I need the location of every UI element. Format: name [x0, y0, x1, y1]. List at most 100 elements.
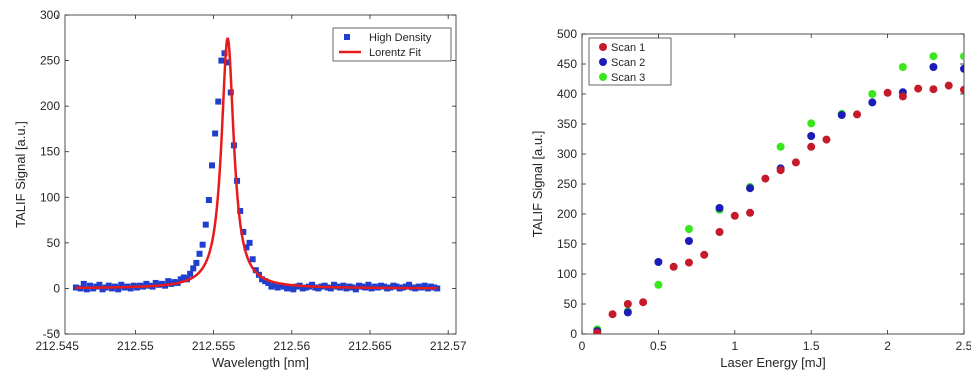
data-point	[321, 282, 328, 289]
data-point	[237, 207, 244, 214]
y-axis-label: TALIF Signal [a.u.]	[13, 121, 28, 228]
data-point	[746, 184, 755, 193]
data-point	[393, 283, 400, 290]
data-point	[898, 63, 907, 71]
x-tick-label: 2.5	[956, 339, 971, 353]
data-point	[143, 280, 150, 287]
y-tick-label: 150	[40, 145, 60, 159]
data-point	[639, 298, 648, 307]
plot-marks	[72, 37, 441, 293]
y-tick-label: 300	[557, 147, 577, 161]
y-axis-label: TALIF Signal [a.u.]	[530, 131, 545, 238]
legend-swatch	[344, 34, 350, 40]
data-point	[249, 256, 256, 263]
data-point	[623, 300, 632, 308]
data-point	[243, 244, 250, 251]
data-point	[99, 286, 106, 293]
data-point	[883, 88, 892, 97]
legend-label: Scan 1	[611, 42, 645, 54]
data-point	[356, 282, 363, 289]
data-point	[152, 279, 159, 286]
data-point	[259, 276, 266, 283]
legend: Scan 1 Scan 2 Scan 3	[588, 37, 672, 86]
data-point	[158, 280, 165, 287]
data-point	[196, 250, 203, 257]
data-point	[280, 283, 287, 290]
data-point	[406, 281, 413, 288]
data-point	[287, 284, 294, 291]
x-tick-label: 2	[884, 339, 891, 353]
data-point	[199, 241, 206, 248]
fit-line	[75, 37, 438, 290]
x-tick-label: 0.5	[650, 339, 667, 353]
data-point	[277, 282, 284, 289]
data-point	[960, 52, 964, 61]
y-tick-label: 100	[40, 190, 60, 204]
data-point	[202, 221, 209, 228]
legend-swatch	[599, 58, 607, 66]
data-point	[115, 286, 122, 293]
y-tick-label: 50	[47, 236, 61, 250]
y-tick-label: 200	[40, 99, 60, 113]
y-tick-label: 250	[557, 177, 577, 191]
y-tick-label: 0	[53, 281, 60, 295]
data-point	[421, 282, 428, 289]
data-point	[929, 52, 938, 61]
legend: High Density Lorentz Fit	[332, 27, 452, 62]
data-point	[180, 274, 187, 281]
data-point	[837, 111, 846, 119]
x-tick-label: 212.57	[430, 339, 467, 353]
y-tick-label: 250	[40, 54, 60, 68]
data-point	[187, 270, 194, 277]
legend-swatch	[599, 43, 607, 51]
data-point	[309, 281, 316, 288]
data-point	[427, 283, 434, 290]
x-tick-label: 212.555	[192, 339, 236, 353]
legend-label: Lorentz Fit	[369, 47, 421, 59]
data-point	[212, 130, 219, 137]
data-point	[331, 281, 338, 288]
y-tick-label: 400	[557, 87, 577, 101]
y-tick-label: 0	[570, 327, 577, 341]
x-tick-label: 1	[731, 339, 738, 353]
data-point	[80, 280, 87, 287]
data-point	[190, 265, 197, 272]
data-point	[746, 208, 755, 217]
y-tick-label: 500	[557, 27, 577, 41]
data-point	[853, 110, 862, 119]
x-tick-label: 212.545	[35, 339, 79, 353]
data-point	[365, 281, 372, 288]
data-point	[193, 259, 200, 266]
x-tick-label: 0	[579, 339, 586, 353]
legend-label: High Density	[369, 32, 432, 44]
data-point	[205, 197, 212, 204]
data-point	[252, 267, 259, 274]
data-point	[327, 285, 334, 292]
data-point	[684, 237, 693, 245]
y-tick-label: 300	[40, 8, 60, 22]
data-point	[340, 282, 347, 289]
legend-label: Scan 3	[611, 72, 645, 84]
data-point	[171, 279, 178, 286]
y-tick-label: 350	[557, 117, 577, 131]
chart-right: 0 0.5 1 1.5 2 2.5 0 50 100 150 200 250 300 350 400 450 5…	[530, 27, 971, 370]
data-point	[118, 281, 125, 288]
data-point	[776, 142, 785, 151]
data-point	[377, 282, 384, 289]
data-point	[87, 282, 94, 289]
data-point	[262, 278, 269, 285]
x-tick-label: 212.565	[348, 339, 392, 353]
data-point	[960, 85, 964, 94]
data-point	[807, 119, 816, 128]
data-point	[274, 284, 281, 291]
plot-marks	[593, 52, 964, 334]
data-point	[434, 285, 441, 292]
y-tick-label: 50	[564, 297, 578, 311]
data-point	[96, 281, 103, 288]
x-axis-label: Wavelength [nm]	[212, 355, 309, 370]
data-point	[807, 132, 816, 140]
data-point	[315, 285, 322, 292]
data-point	[215, 98, 222, 105]
data-point	[791, 158, 800, 167]
